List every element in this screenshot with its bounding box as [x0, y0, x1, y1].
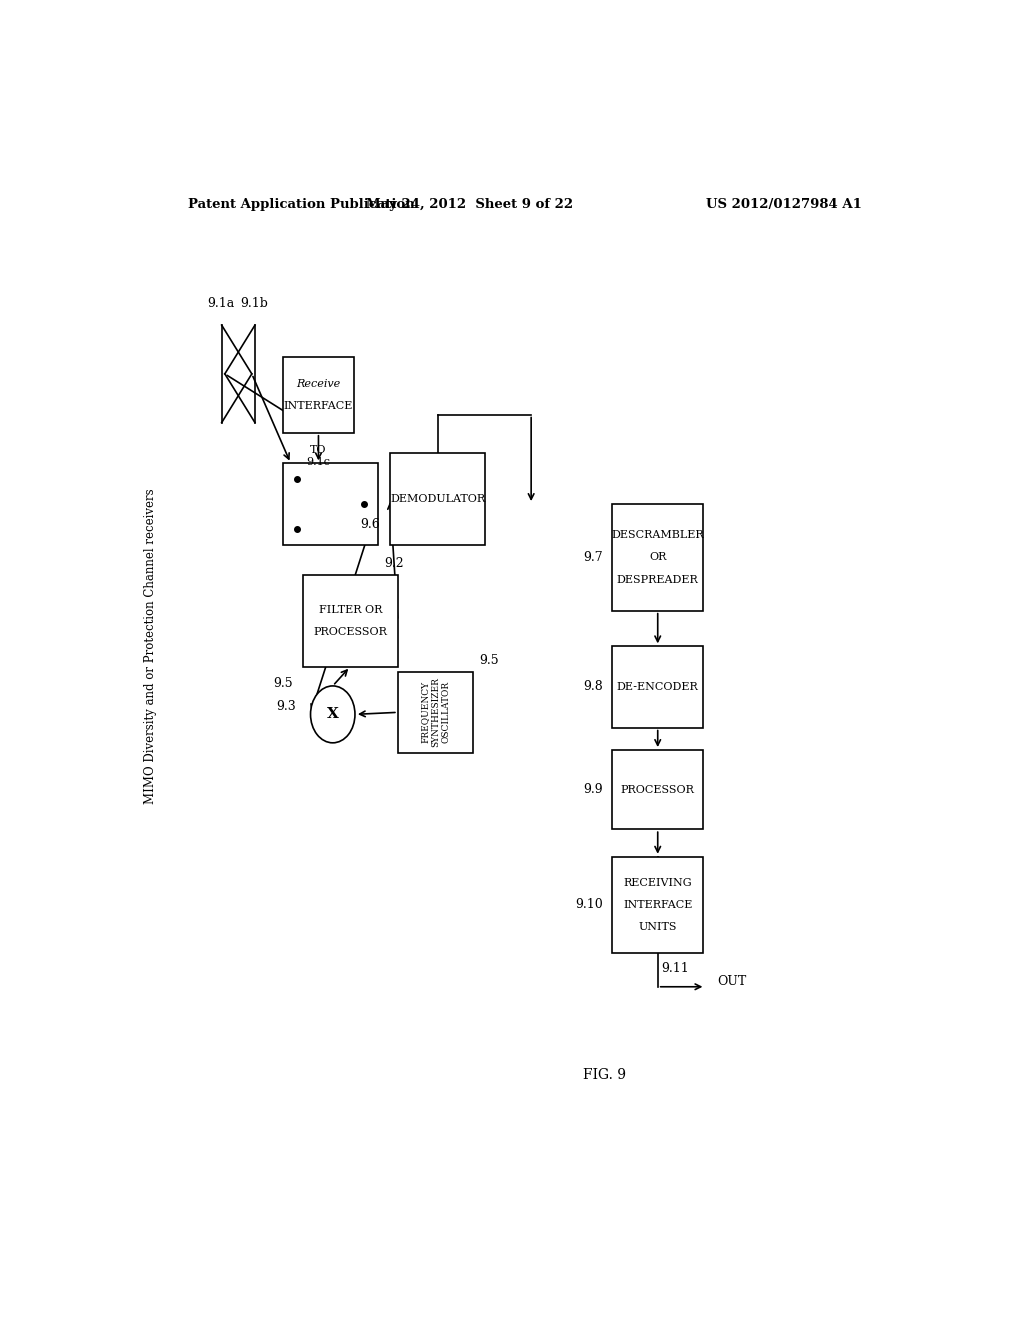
Text: Patent Application Publication: Patent Application Publication [187, 198, 415, 211]
Text: DESPREADER: DESPREADER [616, 574, 698, 585]
Text: INTERFACE: INTERFACE [623, 900, 692, 909]
Text: FILTER OR: FILTER OR [318, 605, 382, 615]
Text: Receive: Receive [296, 379, 341, 388]
Text: DE-ENCODER: DE-ENCODER [616, 682, 698, 692]
Text: OUT: OUT [717, 975, 746, 989]
Bar [390, 453, 485, 545]
Bar [612, 750, 703, 829]
Bar [612, 647, 703, 727]
Text: FIG. 9: FIG. 9 [583, 1068, 626, 1082]
Text: 9.10: 9.10 [574, 899, 602, 911]
Text: TO
9.1c: TO 9.1c [306, 445, 331, 467]
Text: X: X [327, 708, 339, 721]
Text: 9.1a: 9.1a [207, 297, 234, 310]
Bar [612, 504, 703, 611]
Text: RECEIVING: RECEIVING [624, 878, 692, 887]
Text: 9.5: 9.5 [479, 653, 499, 667]
Text: 9.7: 9.7 [583, 550, 602, 564]
Text: US 2012/0127984 A1: US 2012/0127984 A1 [707, 198, 862, 211]
Text: UNITS: UNITS [639, 923, 677, 932]
Text: 9.8: 9.8 [583, 680, 602, 693]
Text: 9.1b: 9.1b [241, 297, 268, 310]
Text: PROCESSOR: PROCESSOR [313, 627, 387, 638]
Bar [612, 857, 703, 953]
Text: MIMO Diversity and or Protection Channel receivers: MIMO Diversity and or Protection Channel… [143, 488, 157, 804]
Bar [283, 356, 354, 433]
Text: 9.11: 9.11 [662, 961, 689, 974]
Text: 9.2: 9.2 [384, 557, 403, 570]
Text: May 24, 2012  Sheet 9 of 22: May 24, 2012 Sheet 9 of 22 [366, 198, 572, 211]
Text: 9.3: 9.3 [276, 700, 296, 713]
Text: 9.6: 9.6 [360, 517, 380, 531]
Bar [283, 463, 378, 545]
Text: 9.5: 9.5 [273, 677, 293, 690]
Text: INTERFACE: INTERFACE [284, 401, 353, 411]
Bar [397, 672, 473, 752]
Circle shape [310, 686, 355, 743]
Text: OR: OR [649, 552, 667, 562]
Text: FREQUENCY
SYNTHESIZER
OSCILLATOR: FREQUENCY SYNTHESIZER OSCILLATOR [421, 677, 451, 747]
Text: 9.9: 9.9 [583, 783, 602, 796]
Bar [303, 576, 397, 667]
Text: DESCRAMBLER: DESCRAMBLER [611, 529, 705, 540]
Text: PROCESSOR: PROCESSOR [621, 784, 694, 795]
Text: DEMODULATOR: DEMODULATOR [390, 494, 485, 504]
